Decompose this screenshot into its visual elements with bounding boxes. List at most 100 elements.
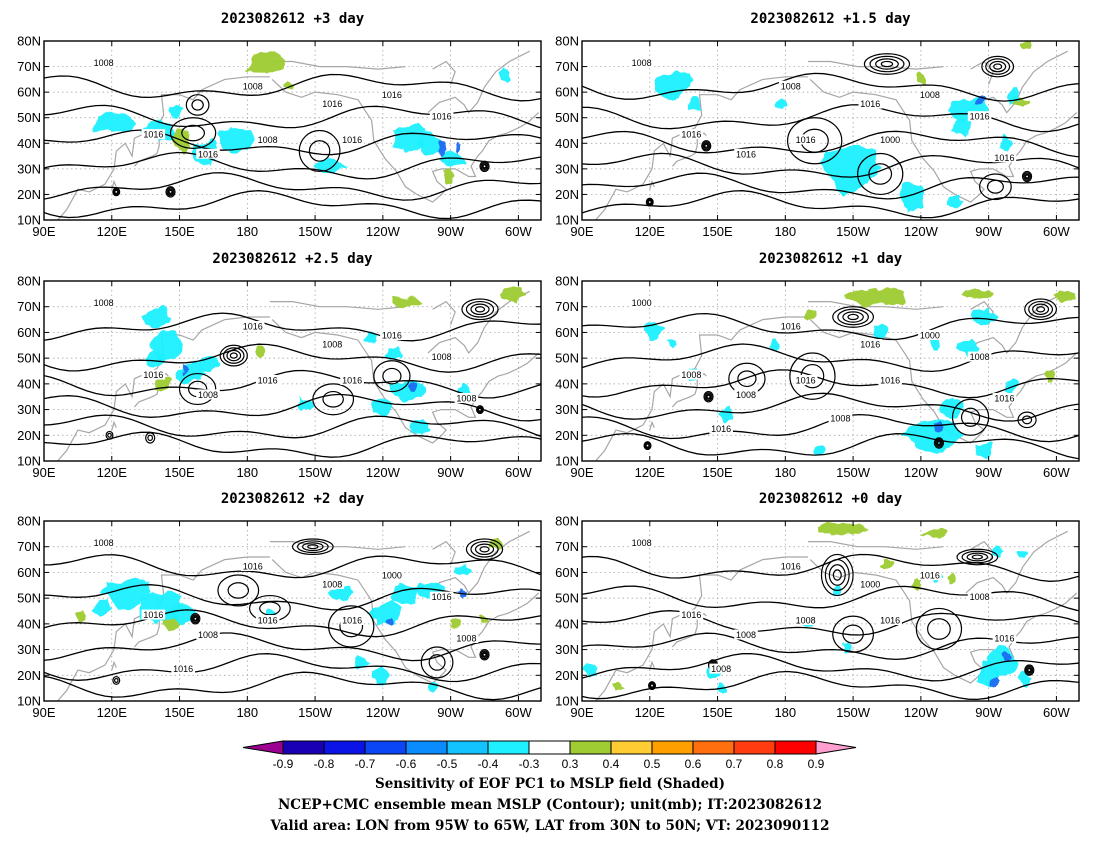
- low-pressure-contour: [1032, 303, 1050, 316]
- contour-label-bg: [734, 148, 758, 159]
- contour-label: 1008: [830, 413, 850, 423]
- contour-label: 1016: [342, 616, 362, 626]
- y-tick-label: 10N: [555, 454, 579, 469]
- colorbar-label: 0.4: [603, 757, 620, 771]
- x-tick-label: 150W: [298, 705, 333, 720]
- contour-label: 1008: [711, 664, 731, 674]
- x-tick-label: 120W: [366, 224, 401, 239]
- y-tick-label: 10N: [17, 454, 41, 469]
- y-tick-label: 40N: [555, 376, 579, 391]
- low-pressure-contour: [477, 407, 483, 413]
- coastline: [595, 316, 808, 461]
- low-pressure-contour: [842, 311, 864, 323]
- panel-frame: [43, 280, 542, 462]
- colorbar-label: 0.7: [726, 757, 743, 771]
- x-tick-label: 120E: [97, 465, 128, 480]
- contour-label: 1016: [970, 112, 990, 122]
- contour-label: 1000: [860, 580, 880, 590]
- low-pressure-contour: [647, 199, 653, 205]
- mslp-contour: [582, 369, 1079, 399]
- high-pressure-contour: [927, 618, 951, 640]
- strong-negative-shading-blob: [437, 140, 447, 158]
- high-pressure-contour: [420, 646, 454, 679]
- contour-label: 1008: [970, 592, 990, 602]
- contour-label: 1016: [796, 376, 816, 386]
- y-tick-label: 10N: [555, 213, 579, 228]
- contour-label: 1008: [456, 394, 476, 404]
- low-pressure-contour: [936, 440, 942, 446]
- low-pressure-contour: [481, 651, 488, 658]
- low-pressure-contour: [643, 441, 652, 451]
- negative-shading-blob: [901, 419, 963, 454]
- y-tick-label: 50N: [17, 351, 41, 366]
- low-pressure-contour: [981, 55, 1015, 78]
- contour-label-bg: [454, 393, 479, 403]
- x-tick-label: 150E: [702, 705, 733, 720]
- contour-label-bg: [320, 579, 345, 589]
- contour-label-bg: [967, 351, 992, 362]
- positive-shading-blob: [480, 614, 489, 625]
- y-tick-label: 60N: [555, 85, 579, 100]
- panel-map: 1008 1016 1008 1016 1008 1016 1016 1016 1016: [44, 41, 541, 220]
- high-pressure-contour: [832, 615, 875, 653]
- mslp-contour: [582, 172, 1079, 200]
- y-tick-label: 70N: [17, 299, 41, 314]
- contour-label: 1016: [880, 376, 900, 386]
- negative-shading-blob: [687, 96, 702, 112]
- colorbar-label: -0.5: [437, 757, 458, 771]
- mslp-contour: [44, 151, 541, 180]
- negative-shading-blob: [776, 100, 786, 109]
- contour-label-bg: [878, 134, 902, 145]
- high-pressure-contour: [382, 367, 402, 385]
- low-pressure-contour: [465, 538, 504, 561]
- contour-label: 1016: [432, 592, 452, 602]
- low-pressure-contour: [875, 58, 899, 70]
- high-pressure-contour: [786, 117, 843, 165]
- low-pressure-contour: [480, 650, 489, 660]
- x-tick-label: 180: [774, 705, 796, 720]
- contour-label-bg: [679, 129, 704, 140]
- strong-negative-shading-blob: [406, 382, 417, 392]
- panel-title: 2023082612 +1.5 day: [750, 11, 911, 27]
- coastline: [271, 319, 540, 444]
- negative-shading-blob: [371, 668, 389, 683]
- colorbar-swatch: [774, 740, 817, 755]
- colorbar-swatch: [692, 740, 735, 755]
- high-pressure-contour: [868, 163, 893, 185]
- coastline: [970, 60, 994, 85]
- coastline: [427, 50, 530, 114]
- colorbar-swatch: [446, 740, 489, 755]
- high-pressure-contour: [428, 654, 446, 671]
- panel-map: 1008 1016 1016 1000 1008 1008 1016 1008 1016 1016…: [582, 521, 1079, 701]
- high-pressure-contour: [259, 601, 281, 616]
- contour-label-bg: [709, 663, 733, 674]
- y-tick-label: 70N: [555, 299, 579, 314]
- coastline: [111, 660, 117, 671]
- contour-label-bg: [858, 98, 883, 109]
- strong-negative-shading-blob: [457, 587, 467, 599]
- coastline: [970, 540, 994, 565]
- high-pressure-contour: [857, 152, 904, 196]
- contour-label: 1016: [781, 562, 801, 572]
- positive-shading-blob: [843, 287, 905, 306]
- contour-label: 1000: [880, 135, 900, 145]
- x-tick-label: 120W: [904, 705, 939, 720]
- low-pressure-contour: [993, 63, 1003, 70]
- mslp-contour: [582, 652, 1079, 682]
- low-pressure-contour: [474, 543, 495, 556]
- mslp-contour: [44, 312, 541, 342]
- panel-title: 2023082612 +0 day: [759, 491, 903, 507]
- low-pressure-contour: [229, 352, 238, 359]
- negative-shading-blob: [667, 338, 677, 349]
- negative-shading-blob: [416, 131, 444, 155]
- contour-label: 1016: [143, 130, 163, 140]
- contour-label: 1016: [342, 376, 362, 386]
- low-pressure-contour: [1024, 664, 1035, 676]
- map-background: [582, 281, 1079, 461]
- y-tick-label: 30N: [555, 161, 579, 176]
- high-pressure-contour: [185, 94, 210, 116]
- negative-shading-blob: [216, 127, 254, 154]
- low-pressure-contour: [701, 140, 712, 152]
- low-pressure-contour: [465, 300, 495, 318]
- contour-label-bg: [171, 663, 195, 674]
